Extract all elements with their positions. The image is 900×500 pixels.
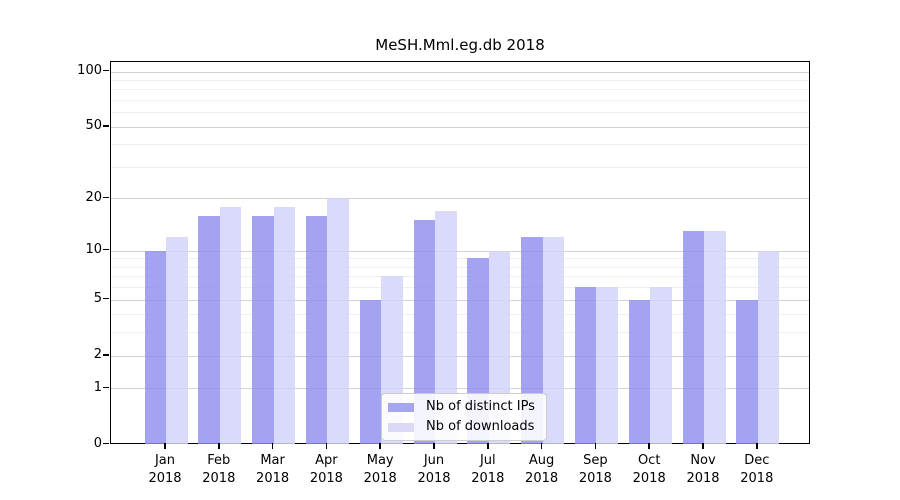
y-tick-mark-10 — [103, 248, 109, 251]
bar-distinct-ips-mar — [252, 215, 274, 445]
gridline-30 — [111, 166, 809, 168]
x-tick-mark-jul — [487, 443, 489, 449]
y-tick-label-20: 20 — [85, 189, 102, 205]
gridline-4 — [111, 314, 809, 316]
bar-downloads-dec — [757, 250, 780, 445]
gridline-3 — [111, 332, 809, 334]
bar-distinct-ips-apr — [305, 215, 328, 445]
bar-distinct-ips-feb — [198, 215, 220, 445]
y-tick-label-50: 50 — [85, 118, 102, 134]
gridline-80 — [111, 89, 809, 91]
bar-downloads-oct — [650, 287, 672, 445]
gridline-70 — [111, 99, 809, 101]
gridline-20 — [111, 198, 809, 200]
x-tick-label-jan: Jan 2018 — [148, 453, 182, 486]
bar-downloads-jan — [166, 237, 188, 445]
gridline-40 — [111, 144, 809, 146]
bar-downloads-sep — [596, 287, 618, 445]
gridline-60 — [111, 112, 809, 114]
y-tick-mark-50 — [103, 124, 109, 127]
gridline-9 — [111, 258, 809, 260]
x-tick-label-feb: Feb 2018 — [202, 453, 236, 486]
y-tick-mark-20 — [103, 196, 109, 199]
legend-entry-downloads: Nb of downloads — [388, 420, 538, 434]
bar-downloads-mar — [273, 206, 296, 445]
x-tick-mark-dec — [756, 443, 758, 449]
x-tick-mark-aug — [540, 443, 543, 449]
x-tick-label-aug: Aug 2018 — [525, 453, 559, 486]
x-tick-mark-sep — [594, 443, 597, 449]
bar-downloads-jun — [435, 210, 457, 445]
x-tick-mark-jun — [433, 443, 435, 449]
x-tick-mark-oct — [648, 443, 650, 449]
x-tick-label-sep: Sep 2018 — [578, 453, 612, 486]
bar-downloads-feb — [219, 206, 242, 445]
gridline-50 — [111, 126, 809, 128]
x-tick-label-apr: Apr 2018 — [309, 453, 343, 486]
legend-label-downloads: Nb of downloads — [426, 419, 535, 434]
y-tick-mark-0 — [103, 442, 109, 445]
bar-distinct-ips-sep — [574, 287, 597, 445]
x-tick-label-mar: Mar 2018 — [256, 453, 290, 486]
bar-distinct-ips-dec — [736, 299, 758, 445]
gridline-2 — [111, 355, 809, 357]
y-tick-label-10: 10 — [85, 242, 102, 258]
x-tick-label-may: May 2018 — [363, 453, 397, 486]
bars-layer — [111, 62, 809, 445]
gridline-6 — [111, 287, 809, 289]
bar-distinct-ips-jun — [413, 220, 435, 445]
plot-area — [110, 61, 810, 445]
x-tick-mark-apr — [325, 443, 328, 449]
x-tick-label-jun: Jun 2018 — [417, 453, 451, 486]
gridline-100 — [111, 71, 809, 73]
y-tick-label-5: 5 — [93, 291, 102, 307]
bar-distinct-ips-nov — [682, 231, 704, 445]
legend: Nb of distinct IPs Nb of downloads — [381, 393, 547, 441]
gridline-5 — [111, 299, 809, 301]
x-tick-mark-mar — [271, 443, 274, 449]
x-tick-mark-may — [379, 443, 381, 449]
gridline-1 — [111, 388, 809, 390]
bar-distinct-ips-aug — [521, 237, 543, 445]
x-tick-mark-nov — [702, 443, 704, 449]
legend-swatch-downloads — [388, 422, 414, 432]
y-tick-mark-1 — [103, 386, 109, 389]
gridline-10 — [111, 250, 809, 252]
legend-swatch-ips — [388, 402, 414, 412]
bar-distinct-ips-jan — [144, 250, 166, 445]
x-tick-label-dec: Dec 2018 — [740, 453, 774, 486]
x-tick-label-nov: Nov 2018 — [686, 453, 720, 486]
x-tick-mark-feb — [218, 443, 220, 449]
gridline-7 — [111, 276, 809, 278]
y-tick-mark-2 — [103, 353, 109, 356]
bar-distinct-ips-may — [359, 299, 382, 445]
x-tick-label-jul: Jul 2018 — [471, 453, 505, 486]
x-tick-mark-jan — [164, 443, 166, 449]
bar-downloads-aug — [542, 237, 565, 445]
y-tick-mark-5 — [103, 297, 109, 300]
chart-title: MeSH.Mml.eg.db 2018 — [375, 36, 545, 54]
gridline-8 — [111, 266, 809, 268]
gridline-90 — [111, 79, 809, 81]
bar-downloads-apr — [327, 198, 349, 445]
bar-distinct-ips-oct — [628, 299, 651, 445]
legend-label-ips: Nb of distinct IPs — [426, 399, 535, 414]
y-tick-label-2: 2 — [93, 347, 102, 363]
x-tick-label-oct: Oct 2018 — [632, 453, 666, 486]
y-tick-label-1: 1 — [93, 379, 102, 395]
y-tick-label-100: 100 — [77, 63, 102, 78]
y-tick-label-0: 0 — [93, 436, 102, 451]
legend-entry-distinct-ips: Nb of distinct IPs — [388, 400, 538, 414]
y-tick-mark-100 — [103, 69, 109, 72]
bar-downloads-nov — [704, 231, 726, 445]
